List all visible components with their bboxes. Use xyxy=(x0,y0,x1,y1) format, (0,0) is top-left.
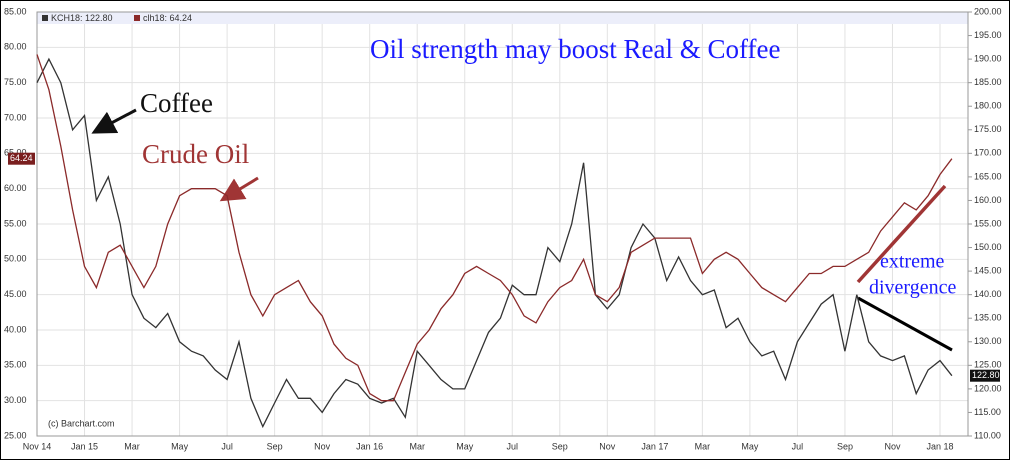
annotation: Crude Oil xyxy=(142,139,249,169)
y2-tick-label: 150.00 xyxy=(974,242,1002,252)
y-tick-label: 35.00 xyxy=(4,360,27,370)
y-tick-label: 70.00 xyxy=(4,112,27,122)
x-tick-label: Sep xyxy=(837,441,853,451)
legend-band xyxy=(37,12,968,24)
x-tick-label: Sep xyxy=(267,441,283,451)
legend-swatch xyxy=(134,15,140,21)
x-tick-label: Nov 14 xyxy=(23,441,52,451)
y-tick-label: 50.00 xyxy=(4,254,27,264)
y2-tick-label: 155.00 xyxy=(974,218,1002,228)
y-tick-label: 30.00 xyxy=(4,395,27,405)
annotation: Coffee xyxy=(140,88,213,118)
x-tick-label: Sep xyxy=(552,441,568,451)
arrow xyxy=(91,108,137,134)
y-tick-label: 60.00 xyxy=(4,183,27,193)
y2-tick-label: 185.00 xyxy=(974,77,1002,87)
y2-tick-label: 145.00 xyxy=(974,265,1002,275)
y2-tick-label: 120.00 xyxy=(974,383,1002,393)
x-tick-label: Nov xyxy=(314,441,331,451)
y2-tick-label: 135.00 xyxy=(974,313,1002,323)
y-tick-label: 80.00 xyxy=(4,42,27,52)
y-tick-label: 40.00 xyxy=(4,324,27,334)
y2-tick-label: 195.00 xyxy=(974,30,1002,40)
annotation: divergence xyxy=(869,277,956,299)
last-value-label: 64.24 xyxy=(10,153,33,163)
y2-tick-label: 170.00 xyxy=(974,148,1002,158)
copyright: (c) Barchart.com xyxy=(48,418,115,428)
y2-tick-label: 175.00 xyxy=(974,124,1002,134)
y-tick-label: 85.00 xyxy=(4,6,27,16)
y2-tick-label: 180.00 xyxy=(974,101,1002,111)
y2-tick-label: 125.00 xyxy=(974,360,1002,370)
x-tick-label: Jul xyxy=(792,441,804,451)
x-tick-label: Jan 15 xyxy=(71,441,98,451)
y-tick-label: 75.00 xyxy=(4,77,27,87)
annotation: extreme xyxy=(880,251,945,273)
y2-tick-label: 140.00 xyxy=(974,289,1002,299)
x-tick-label: May xyxy=(741,441,759,451)
x-tick-label: May xyxy=(171,441,189,451)
y2-tick-label: 200.00 xyxy=(974,6,1002,16)
y2-tick-label: 190.00 xyxy=(974,53,1002,63)
x-tick-label: Nov xyxy=(884,441,901,451)
arrow xyxy=(219,176,259,202)
x-tick-label: Jan 18 xyxy=(926,441,953,451)
legend-swatch xyxy=(42,15,48,21)
y-tick-label: 45.00 xyxy=(4,289,27,299)
last-value-label: 122.80 xyxy=(972,370,1000,380)
legend-label: KCH18: 122.80 xyxy=(51,13,113,23)
last-value-marker xyxy=(970,369,1000,382)
last-value-marker xyxy=(8,152,35,165)
y2-tick-label: 130.00 xyxy=(974,336,1002,346)
chart-title: Oil strength may boost Real & Coffee xyxy=(370,34,780,64)
legend-label: clh18: 64.24 xyxy=(143,13,192,23)
y-tick-label: 25.00 xyxy=(4,430,27,440)
trend-line xyxy=(856,184,947,284)
series-line xyxy=(36,57,953,429)
x-tick-label: Nov xyxy=(599,441,616,451)
x-tick-label: Mar xyxy=(124,441,140,451)
x-tick-label: May xyxy=(456,441,474,451)
series-line xyxy=(36,54,953,402)
y2-tick-label: 110.00 xyxy=(974,430,1001,440)
x-tick-label: Jan 17 xyxy=(641,441,668,451)
y2-tick-label: 165.00 xyxy=(974,171,1002,181)
y2-tick-label: 115.00 xyxy=(974,407,1001,417)
trend-line xyxy=(857,296,953,352)
y2-tick-label: 160.00 xyxy=(974,195,1002,205)
y-tick-label: 55.00 xyxy=(4,218,27,228)
x-tick-label: Jul xyxy=(507,441,519,451)
x-tick-label: Mar xyxy=(695,441,711,451)
x-tick-label: Mar xyxy=(409,441,425,451)
x-tick-label: Jul xyxy=(221,441,233,451)
x-tick-label: Jan 16 xyxy=(356,441,383,451)
